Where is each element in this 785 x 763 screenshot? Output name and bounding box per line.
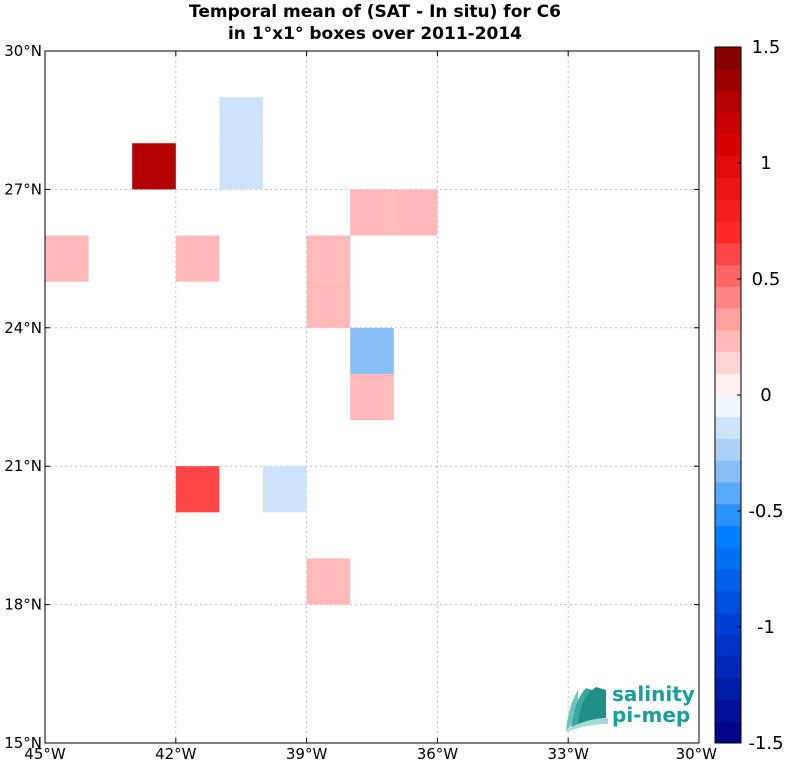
colorbar-segment: [715, 569, 741, 592]
y-tick-label: 30°N: [4, 42, 42, 60]
colorbar-segment: [715, 612, 741, 635]
colorbar-tick-label: 0.5: [752, 269, 781, 290]
colorbar-segment: [715, 351, 741, 374]
colorbar-segment: [715, 221, 741, 244]
colorbar-segment: [715, 677, 741, 700]
plot-frame: [44, 50, 700, 744]
data-cell: [219, 97, 263, 144]
colorbar-segment: [715, 699, 741, 722]
colorbar-segment: [715, 721, 741, 744]
chart-title-line1: Temporal mean of (SAT - In situ) for C6: [189, 2, 561, 22]
colorbar-segment: [715, 634, 741, 657]
colorbar-segment: [715, 68, 741, 91]
data-cell: [263, 466, 307, 513]
colorbar-segment: [715, 177, 741, 200]
y-tick-label: 24°N: [4, 319, 42, 337]
y-tick-label: 27°N: [4, 180, 42, 198]
colorbar-ticks: 1.5 1 0.5 0 -0.5 -1 -1.5: [737, 37, 784, 754]
colorbar-segment: [715, 482, 741, 505]
x-tick-label: 39°W: [286, 745, 328, 763]
x-tick-label: 36°W: [417, 745, 459, 763]
y-tick-label: 18°N: [4, 596, 42, 614]
colorbar-segment: [715, 438, 741, 461]
data-cell: [393, 189, 438, 236]
data-cell: [350, 327, 394, 374]
data-cell: [350, 189, 394, 236]
colorbar-segment: [715, 373, 741, 396]
colorbar-segment: [715, 395, 741, 418]
x-tick-label: 42°W: [155, 745, 197, 763]
colorbar-segment: [715, 547, 741, 570]
colorbar-segment: [715, 416, 741, 439]
logo-text-salinity: salinity: [612, 682, 695, 706]
chart-title-line2: in 1°x1° boxes over 2011-2014: [228, 24, 522, 44]
data-cell: [175, 235, 220, 282]
colorbar-tick-label: -1.5: [748, 733, 783, 754]
y-tick-label: 21°N: [4, 457, 42, 475]
colorbar-segment: [715, 155, 741, 178]
x-axis-ticks: 45°W 42°W 39°W 36°W 33°W 30°W: [24, 51, 717, 763]
colorbar-tick-label: 1.5: [752, 37, 781, 58]
data-cell: [306, 235, 351, 282]
colorbar-segment: [715, 329, 741, 352]
data-cell: [175, 466, 220, 513]
colorbar-segment: [715, 134, 741, 157]
colorbar-segment: [715, 656, 741, 679]
colorbar-segment: [715, 199, 741, 222]
colorbar-segment: [715, 525, 741, 548]
wave-icon: [566, 687, 608, 732]
colorbar-segment: [715, 308, 741, 331]
data-cell: [219, 143, 263, 190]
data-cell: [306, 281, 351, 328]
colorbar-segment: [715, 47, 741, 70]
x-tick-label: 30°W: [676, 745, 718, 763]
colorbar-tick-label: -1: [757, 617, 775, 638]
logo-text-pimep: pi-mep: [612, 703, 690, 727]
data-cell: [350, 373, 394, 421]
y-tick-label: 15°N: [4, 734, 42, 752]
salinity-pimep-logo: salinity pi-mep: [566, 682, 695, 732]
colorbar: [714, 46, 742, 744]
colorbar-tick-label: -0.5: [748, 501, 783, 522]
colorbar-tick-label: 1: [760, 153, 771, 174]
colorbar-segment: [715, 264, 741, 287]
colorbar-tick-label: 0: [760, 385, 771, 406]
colorbar-segment: [715, 460, 741, 483]
data-cell: [45, 235, 89, 282]
colorbar-segment: [715, 590, 741, 613]
colorbar-segment: [715, 286, 741, 309]
data-cell: [132, 143, 176, 190]
y-axis-ticks: 15°N 18°N 21°N 24°N 27°N 30°N: [4, 42, 699, 752]
colorbar-segment: [715, 242, 741, 265]
x-tick-label: 33°W: [547, 745, 589, 763]
data-cell: [306, 558, 351, 605]
data-cells: [45, 97, 438, 605]
x-tick-label: 45°W: [24, 745, 66, 763]
colorbar-segment: [715, 503, 741, 526]
colorbar-segment: [715, 90, 741, 113]
colorbar-segment: [715, 112, 741, 135]
